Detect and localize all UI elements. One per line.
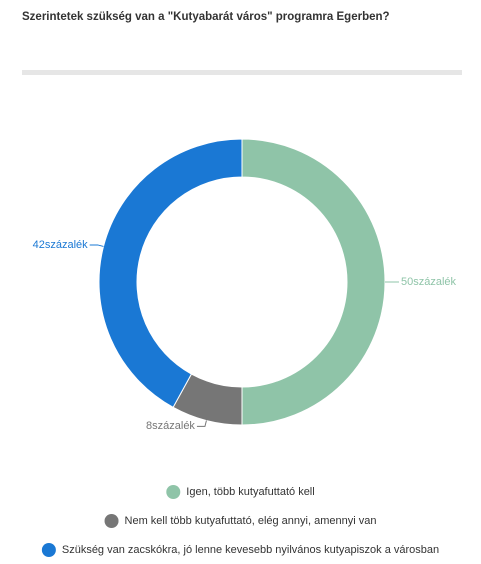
leader-line — [196, 420, 207, 427]
legend-label: Szükség van zacskókra, jó lenne kevesebb… — [62, 544, 439, 556]
leader-line — [89, 244, 104, 247]
data-label: 42százalék — [33, 239, 89, 251]
legend-label: Nem kell több kutyafuttató, elég annyi, … — [125, 515, 377, 527]
donut-slice — [241, 138, 386, 426]
legend-marker — [166, 485, 181, 499]
data-label: 50százalék — [401, 276, 457, 288]
chart-title: Szerintetek szükség van a "Kutyabarát vá… — [22, 11, 390, 23]
legend-label: Igen, több kutyafuttató kell — [186, 486, 314, 498]
legend-marker — [104, 514, 119, 528]
divider — [22, 70, 462, 75]
donut-slice — [98, 138, 243, 408]
data-label: 8százalék — [146, 420, 195, 432]
legend-marker — [41, 543, 56, 557]
